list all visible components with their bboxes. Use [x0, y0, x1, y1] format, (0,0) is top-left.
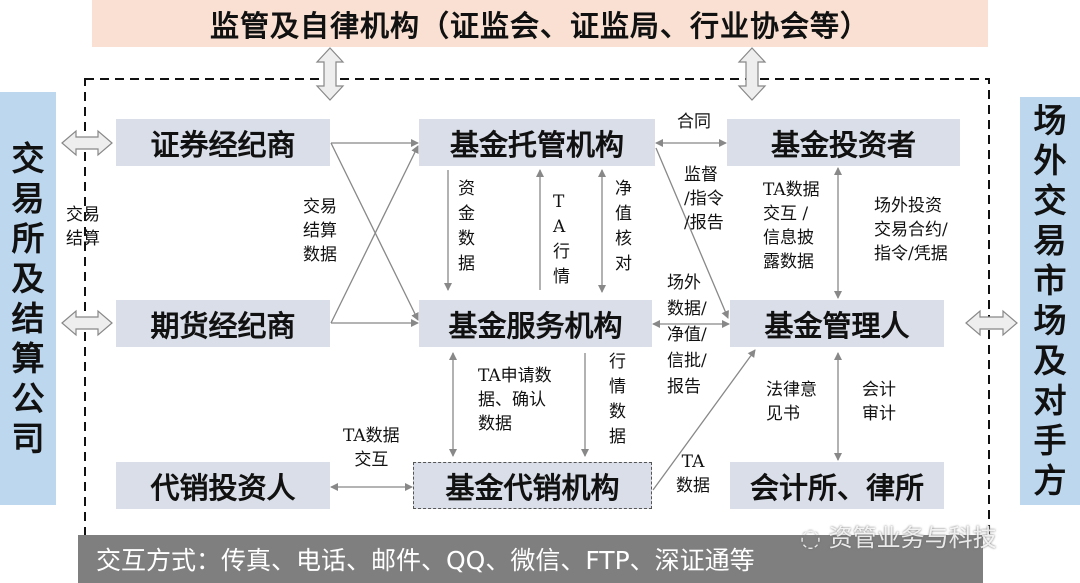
otc-market-label: 场外交易市场及对手方 [1033, 101, 1067, 500]
node-manager: 基金管理人 [730, 300, 944, 347]
node-securities-broker: 证券经纪商 [116, 119, 330, 166]
label-ta-data: TA 数据 [676, 452, 710, 496]
double-arrow-icon [737, 47, 767, 101]
label-contract: 合同 [677, 112, 711, 132]
node-accounting-law: 会计所、律所 [730, 462, 944, 509]
label-quote-data: 行情数据 [609, 352, 626, 447]
label-otc-contracts: 场外投资 交易合约/ 指令/凭据 [874, 196, 948, 264]
exchange-clearing-label: 交易所及结算公司 [11, 138, 45, 458]
node-agency-investor: 代销投资人 [116, 462, 330, 509]
double-arrow-icon [61, 129, 113, 157]
watermark-text: 资管业务与科技 [828, 524, 997, 552]
wechat-icon: ◌ [800, 524, 829, 552]
label-supervision: 监督 /指令 /报告 [684, 165, 724, 233]
label-ta-disclosure: TA数据 交互 / 信息披 露数据 [763, 180, 820, 272]
label-ta-quotes: TA行情 [553, 192, 570, 287]
double-arrow-icon [61, 309, 113, 337]
label-fund-data: 资金数据 [458, 179, 475, 274]
double-arrow-icon [965, 309, 1018, 337]
system-boundary [84, 78, 990, 537]
node-custodian: 基金托管机构 [419, 119, 655, 166]
regulator-banner: 监管及自律机构（证监会、证监局、行业协会等） [92, 0, 988, 47]
otc-market-panel: 场外交易市场及对手方 [1020, 97, 1080, 505]
interaction-methods-bar: 交互方式：传真、电话、邮件、QQ、微信、FTP、深证通等 [78, 535, 983, 583]
label-ta-application: TA申请数 据、确认 数据 [478, 366, 552, 434]
watermark: ◌ 资管业务与科技 [800, 518, 997, 553]
label-nav-check: 净值核对 [615, 179, 632, 274]
node-futures-broker: 期货经纪商 [116, 300, 330, 347]
double-arrow-icon [315, 47, 345, 101]
label-legal-opinion: 法律意 见书 [766, 380, 817, 424]
label-otc-data: 场外 数据/ 净值/ 信批/ 报告 [667, 273, 707, 397]
exchange-clearing-panel: 交易所及结算公司 [0, 92, 56, 505]
node-distributor: 基金代销机构 [413, 462, 652, 509]
node-service: 基金服务机构 [419, 300, 652, 347]
label-ta-interaction: TA数据 交互 [343, 426, 400, 470]
node-investor: 基金投资者 [727, 119, 960, 166]
label-exchange-settlement: 交易 结算 [66, 205, 100, 249]
label-audit: 会计 审计 [862, 380, 896, 424]
label-trade-settlement-data: 交易 结算 数据 [303, 197, 337, 265]
